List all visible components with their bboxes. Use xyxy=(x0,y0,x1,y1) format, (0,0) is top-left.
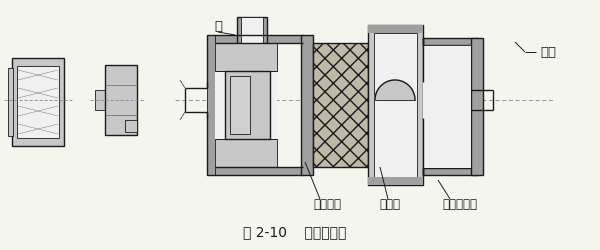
Bar xyxy=(95,90,107,110)
Bar xyxy=(215,43,277,167)
Bar xyxy=(8,68,13,136)
Bar xyxy=(12,58,64,146)
Bar xyxy=(423,45,471,168)
Bar xyxy=(313,43,368,167)
Polygon shape xyxy=(375,80,415,100)
Bar xyxy=(105,65,137,135)
Bar xyxy=(237,17,267,43)
Text: 电机联轴器: 电机联轴器 xyxy=(443,198,478,211)
Bar xyxy=(374,33,417,177)
Text: 橡胶件: 橡胶件 xyxy=(380,198,401,211)
Text: 电机: 电机 xyxy=(540,46,556,59)
Bar xyxy=(423,168,478,175)
Bar xyxy=(17,66,59,138)
Bar xyxy=(471,38,483,175)
Bar xyxy=(368,25,423,185)
Text: 图 2-10    挠性联轴器: 图 2-10 挠性联轴器 xyxy=(244,225,347,239)
Bar xyxy=(241,17,263,43)
Text: 泵联轴器: 泵联轴器 xyxy=(313,198,341,211)
Bar xyxy=(225,71,270,139)
Bar xyxy=(301,35,313,175)
Bar xyxy=(368,25,423,33)
Text: 泵: 泵 xyxy=(214,20,222,32)
Bar xyxy=(423,38,478,45)
Bar xyxy=(230,76,250,134)
Bar xyxy=(368,177,423,185)
Bar xyxy=(207,35,303,43)
Bar xyxy=(215,139,277,167)
Bar xyxy=(125,120,137,132)
Bar xyxy=(207,35,215,175)
Bar xyxy=(207,167,303,175)
Bar xyxy=(215,43,277,71)
